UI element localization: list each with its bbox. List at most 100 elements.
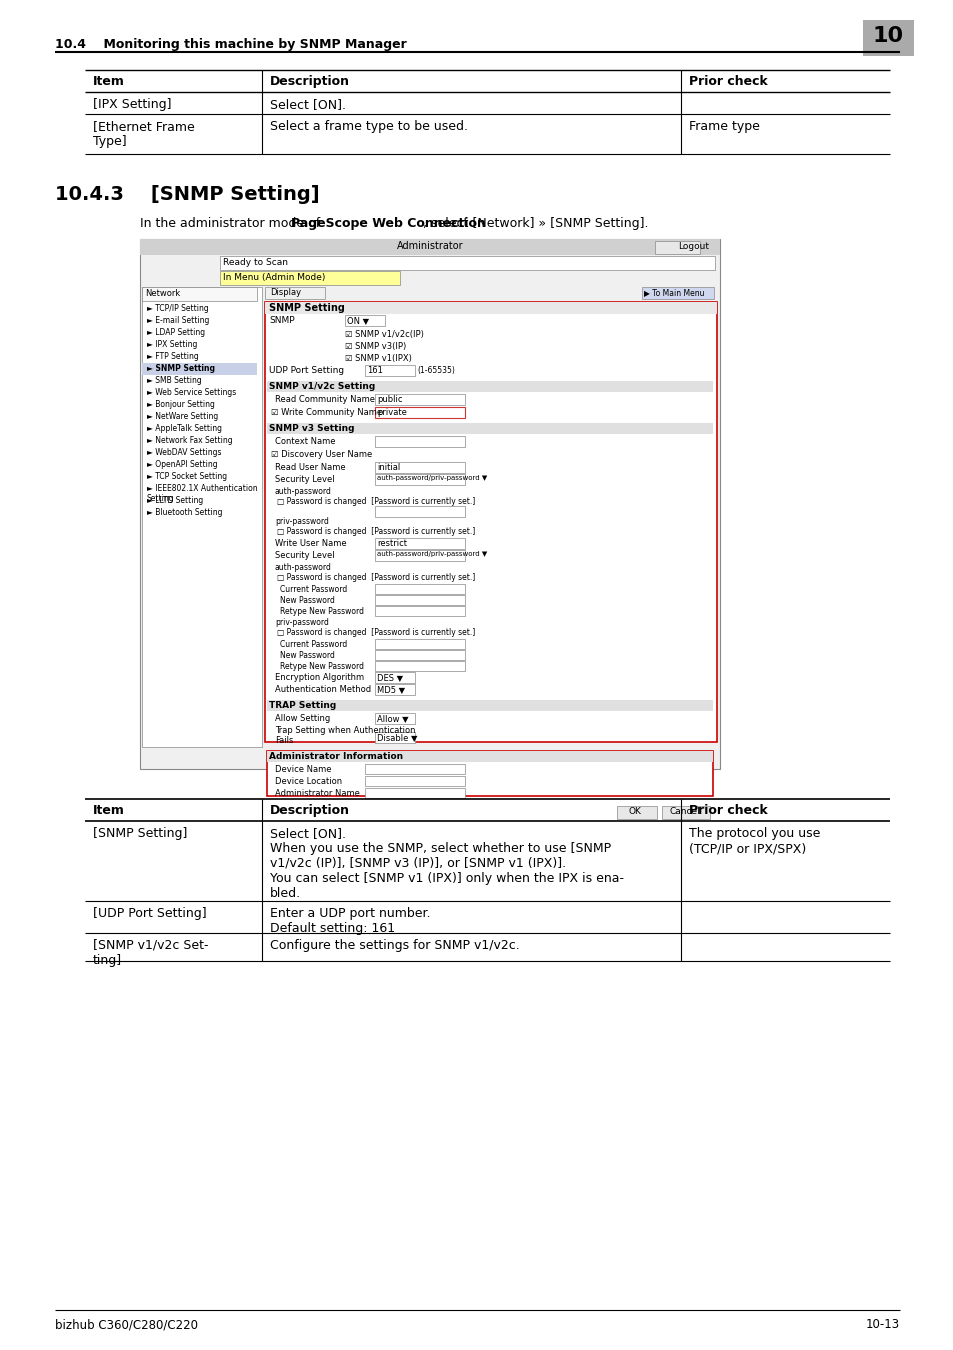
Text: Security Level: Security Level [274, 475, 335, 485]
Text: ▶ To Main Menu: ▶ To Main Menu [643, 288, 703, 297]
Text: 161: 161 [367, 366, 382, 375]
Text: ON ▼: ON ▼ [347, 316, 369, 325]
Text: In Menu (Admin Mode): In Menu (Admin Mode) [223, 273, 325, 282]
Text: TRAP Setting: TRAP Setting [269, 701, 335, 710]
Text: New Password: New Password [280, 651, 335, 660]
Text: UDP Port Setting: UDP Port Setting [269, 366, 344, 375]
Text: auth-password: auth-password [274, 487, 332, 495]
Text: ► WebDAV Settings: ► WebDAV Settings [147, 448, 221, 458]
Text: Logout: Logout [678, 242, 708, 251]
Text: ► IEEE802.1X Authentication
Setting: ► IEEE802.1X Authentication Setting [147, 485, 257, 504]
Text: Select [ON].
When you use the SNMP, select whether to use [SNMP
v1/v2c (IP)], [S: Select [ON]. When you use the SNMP, sele… [270, 828, 623, 900]
Text: ☑ SNMP v3(IP): ☑ SNMP v3(IP) [345, 342, 406, 351]
Text: ► Bluetooth Setting: ► Bluetooth Setting [147, 508, 222, 517]
Bar [267, 751, 712, 796]
Text: Item: Item [92, 76, 125, 88]
Text: Disable ▼: Disable ▼ [376, 733, 417, 743]
Bar [375, 549, 464, 562]
Text: auth-password: auth-password [274, 563, 332, 572]
Text: □ Password is changed  [Password is currently set.]: □ Password is changed [Password is curre… [276, 628, 475, 637]
Text: □ Password is changed  [Password is currently set.]: □ Password is changed [Password is curre… [276, 497, 475, 506]
Text: public: public [376, 396, 402, 404]
Text: bizhub C360/C280/C220: bizhub C360/C280/C220 [55, 1318, 198, 1331]
Text: Read Community Name: Read Community Name [274, 396, 375, 404]
Text: ☑ Write Community Name: ☑ Write Community Name [271, 408, 382, 417]
Text: priv-password: priv-password [274, 618, 329, 626]
Text: SNMP v1/v2c Setting: SNMP v1/v2c Setting [269, 382, 375, 391]
Bar [375, 506, 464, 517]
Bar [375, 595, 464, 605]
Bar [375, 684, 415, 695]
Text: ► SNMP Setting: ► SNMP Setting [147, 364, 214, 373]
Text: Administrator Information: Administrator Information [269, 752, 403, 761]
Text: ► IPX Setting: ► IPX Setting [147, 340, 197, 350]
Text: Current Password: Current Password [280, 585, 347, 594]
Text: Allow Setting: Allow Setting [274, 714, 330, 724]
Text: 10.4.3    [SNMP Setting]: 10.4.3 [SNMP Setting] [55, 185, 319, 204]
Bar [375, 672, 415, 683]
Text: ► FTP Setting: ► FTP Setting [147, 352, 198, 360]
Text: [Ethernet Frame
Type]: [Ethernet Frame Type] [92, 120, 194, 148]
Text: New Password: New Password [280, 595, 335, 605]
Text: 10: 10 [872, 26, 903, 46]
Text: [IPX Setting]: [IPX Setting] [92, 99, 172, 111]
Text: Device Location: Device Location [274, 778, 342, 786]
Bar [140, 239, 720, 255]
Text: ► LLTD Setting: ► LLTD Setting [147, 495, 203, 505]
Bar [267, 381, 712, 392]
Text: Prior check: Prior check [688, 76, 766, 88]
Bar [655, 242, 700, 254]
Bar [267, 751, 712, 761]
Bar [617, 806, 657, 819]
Text: 10.4    Monitoring this machine by SNMP Manager: 10.4 Monitoring this machine by SNMP Man… [55, 38, 406, 51]
Text: [SNMP Setting]: [SNMP Setting] [92, 828, 187, 840]
Text: ► OpenAPI Setting: ► OpenAPI Setting [147, 460, 217, 468]
Text: ► TCP/IP Setting: ► TCP/IP Setting [147, 304, 209, 313]
Bar [375, 732, 415, 742]
Text: Select [ON].: Select [ON]. [270, 99, 346, 111]
Text: Prior check: Prior check [688, 805, 766, 817]
Bar [142, 363, 256, 375]
Text: Authentication Method: Authentication Method [274, 684, 371, 694]
Text: ☑ SNMP v1(IPX): ☑ SNMP v1(IPX) [345, 354, 412, 363]
Text: Trap Setting when Authentication: Trap Setting when Authentication [274, 726, 416, 734]
Text: MD5 ▼: MD5 ▼ [376, 684, 405, 694]
Text: ► AppleTalk Setting: ► AppleTalk Setting [147, 424, 222, 433]
Text: □ Password is changed  [Password is currently set.]: □ Password is changed [Password is curre… [276, 526, 475, 536]
Text: Administrator Name: Administrator Name [274, 788, 359, 798]
Text: ► SMB Setting: ► SMB Setting [147, 377, 201, 385]
Text: Description: Description [270, 805, 350, 817]
Text: initial: initial [376, 463, 400, 472]
Bar [375, 436, 464, 447]
Bar [220, 256, 714, 270]
Bar [641, 288, 713, 298]
Bar [267, 701, 712, 711]
Bar [365, 364, 415, 377]
Text: Network: Network [145, 289, 180, 298]
Text: Retype New Password: Retype New Password [280, 608, 364, 616]
Text: ► Web Service Settings: ► Web Service Settings [147, 387, 236, 397]
Text: Encryption Algorithm: Encryption Algorithm [274, 674, 364, 682]
Text: restrict: restrict [376, 539, 407, 548]
Text: Item: Item [92, 805, 125, 817]
Text: Select a frame type to be used.: Select a frame type to be used. [270, 120, 468, 134]
Text: OK: OK [628, 807, 641, 815]
Bar [375, 639, 464, 649]
Text: Context Name: Context Name [274, 437, 335, 446]
Text: ► E-mail Setting: ► E-mail Setting [147, 316, 209, 325]
Text: 10-13: 10-13 [865, 1318, 899, 1331]
Bar [375, 585, 464, 594]
Text: In the administrator mode of: In the administrator mode of [140, 217, 324, 230]
Text: ☑ SNMP v1/v2c(IP): ☑ SNMP v1/v2c(IP) [345, 329, 423, 339]
Text: Fails: Fails [274, 736, 294, 745]
Text: □ Password is changed  [Password is currently set.]: □ Password is changed [Password is curre… [276, 572, 475, 582]
Text: auth-password/priv-password ▼: auth-password/priv-password ▼ [376, 475, 487, 481]
Text: priv-password: priv-password [274, 517, 329, 526]
Bar [375, 462, 464, 472]
Text: Description: Description [270, 76, 350, 88]
Text: private: private [376, 408, 406, 417]
Text: SNMP Setting: SNMP Setting [269, 302, 345, 313]
Text: Cancel: Cancel [669, 807, 700, 815]
Bar [142, 288, 262, 747]
Text: Display: Display [270, 288, 301, 297]
